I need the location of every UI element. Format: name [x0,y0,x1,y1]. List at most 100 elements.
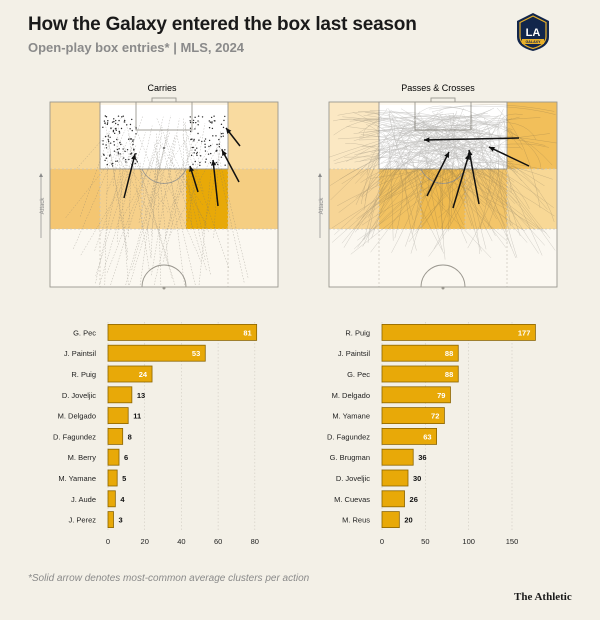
pass-trace [365,127,461,133]
pass-trace [439,125,470,162]
pass-trace [353,115,491,141]
carry-dot [119,153,121,155]
passes-category-label: M. Yamane [332,412,370,421]
pass-trace [396,116,498,141]
pass-trace [343,137,422,248]
pass-trace [408,140,485,207]
carry-trace [106,141,128,195]
carries-value-label: 81 [243,328,251,337]
pass-trace [436,130,516,259]
carries-category-label: D. Fagundez [53,432,96,441]
carries-value-label: 13 [137,391,145,400]
passes-category-label: D. Fagundez [327,432,370,441]
pass-trace [341,160,400,184]
carry-dot [222,126,225,129]
carry-dot [113,140,115,143]
passes-bar [381,407,445,424]
carry-dot [109,142,112,144]
pass-trace [345,143,411,161]
passes-value-label: 177 [518,328,531,337]
carry-trace [104,133,109,286]
carry-dot [119,141,121,144]
pass-trace [363,114,487,149]
pass-trace [341,129,426,244]
carries-bar [107,448,120,466]
pass-trace [400,118,418,128]
pass-trace [389,144,394,241]
carry-trace [139,161,152,257]
carries-value-label: 4 [120,495,125,504]
brand-logo: The Athletic [514,591,572,603]
carries-bar [107,324,258,341]
passes-bar [381,448,414,466]
pass-trace [403,146,481,159]
pass-trace [423,123,440,130]
carry-dot [216,143,218,146]
passes-value-label: 79 [437,391,445,400]
carry-dot [123,157,125,159]
pass-trace [344,156,448,165]
carries-bar-chart: G. Pec 81J. Paintsil 53R. Puig 24D. Jovelji… [53,322,259,546]
pass-trace [365,112,494,166]
carry-trace [110,140,158,286]
carry-dot [120,127,123,130]
carry-dot [197,115,200,117]
pass-trace [366,124,414,163]
carries-tick-label: 0 [106,537,110,546]
pass-trace [334,143,484,164]
pass-trace [339,153,404,180]
carry-dot [131,118,133,121]
pass-trace [440,130,446,260]
pass-trace [362,136,454,247]
pass-trace [503,127,542,168]
carry-trace [158,142,203,205]
pass-trace [457,120,513,130]
pass-trace [383,118,443,144]
carries-tick-label: 40 [177,537,185,546]
carry-dot [197,124,199,126]
pass-trace [446,154,480,255]
carry-dot [124,150,126,153]
carry-dot [122,115,124,117]
carry-dot [113,144,116,146]
pass-trace [366,131,394,176]
pass-trace [483,117,543,256]
carry-dot [204,138,207,140]
carry-dot [129,138,132,140]
carry-dot [209,162,212,164]
pass-trace [399,115,463,144]
carry-dot [115,160,117,162]
carries-value-label: 53 [192,349,200,358]
carry-dot [112,129,115,132]
pass-trace [367,112,433,131]
carry-trace [162,120,201,172]
pass-trace [410,146,460,254]
carry-dot [189,127,192,129]
carry-dot [132,139,134,141]
pass-trace [442,145,545,246]
carry-dot [102,143,104,145]
carry-dot [111,121,114,123]
pass-trace [453,124,490,141]
carry-dot [215,135,217,137]
carry-dot [108,140,110,143]
pass-trace [416,118,545,187]
carries-value-label: 6 [124,453,128,462]
carry-dot [211,122,213,124]
pass-trace [354,148,468,156]
pass-trace [353,119,401,143]
pass-trace [384,129,516,140]
carries-category-label: D. Joveljic [62,391,96,400]
pass-trace [414,115,453,149]
pass-trace [462,141,541,192]
pass-trace [415,157,503,232]
carry-trace [117,155,162,236]
carry-trace [153,159,185,286]
carry-dot [112,131,115,133]
carry-dot [220,136,222,138]
pass-trace [362,146,466,240]
pass-trace [399,139,447,175]
pass-trace [420,116,482,134]
pass-trace [399,137,437,181]
carries-category-label: M. Delgado [58,412,96,421]
